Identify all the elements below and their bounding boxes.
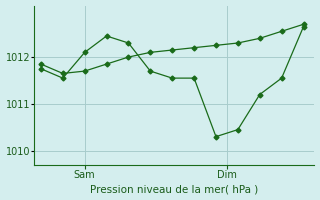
X-axis label: Pression niveau de la mer( hPa ): Pression niveau de la mer( hPa ) [90,184,259,194]
